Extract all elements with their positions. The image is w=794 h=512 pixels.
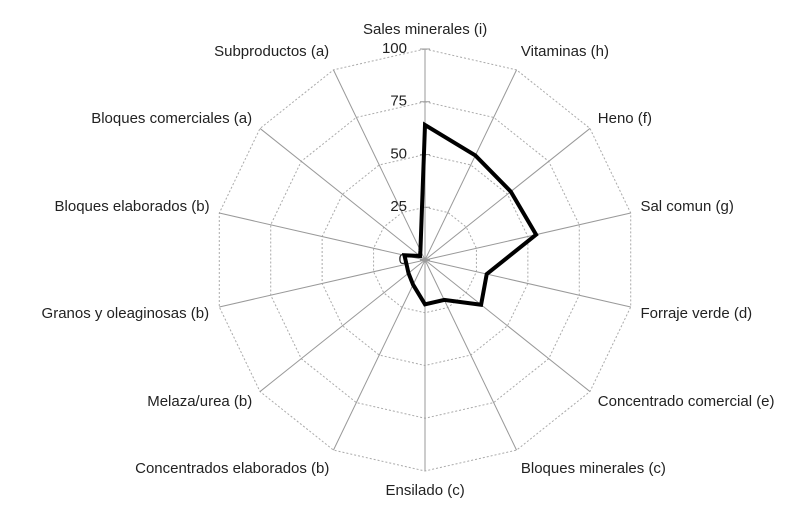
category-label: Ensilado (c)	[385, 482, 465, 499]
spoke	[424, 259, 631, 308]
spoke	[219, 259, 426, 308]
tick-label: 100	[382, 40, 407, 57]
tick-label: 25	[390, 198, 407, 215]
category-label: Heno (f)	[597, 109, 652, 127]
tick-label: 75	[390, 93, 407, 110]
category-label: Granos y oleaginosas (b)	[41, 304, 210, 322]
category-label: Forraje verde (d)	[640, 304, 753, 322]
category-label: Subproductos (a)	[214, 42, 330, 60]
spoke	[259, 128, 426, 261]
tick-label: 0	[399, 251, 407, 268]
spoke	[424, 212, 631, 261]
spoke	[424, 259, 591, 392]
category-label: Melaza/urea (b)	[147, 393, 253, 411]
category-label: Concentrados elaborados (b)	[135, 460, 330, 478]
spoke	[259, 259, 426, 392]
category-label: Bloques comerciales (a)	[91, 109, 253, 127]
series-line	[401, 121, 539, 307]
category-label: Sal comun (g)	[640, 198, 734, 216]
category-label: Vitaminas (h)	[520, 42, 609, 60]
category-label: Bloques elaborados (b)	[54, 198, 210, 216]
spoke	[424, 259, 517, 451]
tick-label: 50	[390, 145, 407, 162]
spoke	[333, 259, 426, 451]
category-label: Concentrado comercial (e)	[597, 393, 775, 411]
spoke	[219, 212, 426, 261]
spoke	[424, 128, 591, 261]
category-label: Bloques minerales (c)	[520, 460, 666, 478]
category-label: Sales minerales (i)	[363, 21, 488, 38]
spoke	[333, 69, 426, 261]
spoke	[424, 69, 517, 261]
